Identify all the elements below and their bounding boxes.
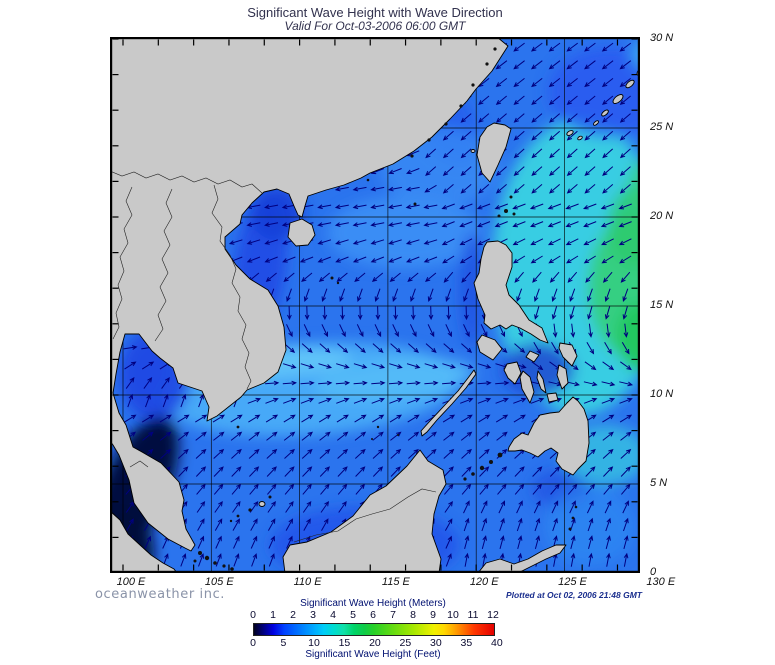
meters-tick: 12 xyxy=(487,609,499,621)
lon-label: 100 E xyxy=(116,576,146,588)
page-title: Significant Wave Height with Wave Direct… xyxy=(247,5,503,20)
lon-label: 125 E xyxy=(558,576,587,588)
lat-label: 10 N xyxy=(650,388,674,400)
small-islets xyxy=(193,47,578,571)
meters-tick: 4 xyxy=(330,609,336,621)
island-panay xyxy=(503,361,522,385)
lat-label: 20 N xyxy=(650,210,674,222)
lon-label: 110 E xyxy=(293,576,322,588)
island-mindanao xyxy=(507,396,590,476)
feet-tick: 40 xyxy=(490,637,503,649)
island-bohol xyxy=(546,392,559,403)
wave-height-map xyxy=(109,36,641,574)
country-borders xyxy=(110,170,437,543)
lat-label: 25 N xyxy=(650,121,674,133)
land-china-indochina xyxy=(110,37,509,552)
island-hainan xyxy=(287,218,316,247)
feet-tick: 15 xyxy=(338,637,351,649)
lon-label: 130 E xyxy=(646,576,676,588)
meters-tick: 7 xyxy=(390,609,396,621)
land-borneo xyxy=(282,449,447,573)
axis-tick-marks xyxy=(112,38,638,571)
oceanweather-logo-text: oceanweather inc. xyxy=(95,587,226,602)
meters-tick: 10 xyxy=(447,609,459,621)
lon-label: 105 E xyxy=(204,576,234,588)
meters-tick: 8 xyxy=(410,609,416,621)
island-palawan xyxy=(420,369,477,437)
map-canvas xyxy=(109,36,641,574)
lon-label: 120 E xyxy=(469,576,499,588)
island-cebu xyxy=(536,370,547,394)
lat-label: 0 xyxy=(650,566,657,578)
island-mindoro xyxy=(476,334,503,361)
island-samar xyxy=(558,342,578,367)
map-frame xyxy=(109,36,641,574)
feet-tick: 10 xyxy=(308,637,320,649)
meters-tick: 1 xyxy=(270,609,276,621)
plotted-timestamp: Plotted at Oct 02, 2006 21:48 GMT xyxy=(505,590,642,600)
colorbar-gradient xyxy=(253,623,495,636)
colorbar-title-feet: Significant Wave Height (Feet) xyxy=(305,649,441,660)
land-sulawesi xyxy=(477,544,567,573)
colorbar-title-meters: Significant Wave Height (Meters) xyxy=(300,598,446,609)
meters-tick: 11 xyxy=(467,609,479,621)
valid-time-subtitle: Valid For Oct-03-2006 06:00 GMT xyxy=(284,19,466,33)
island-taiwan xyxy=(476,122,512,183)
meters-tick: 6 xyxy=(370,609,376,621)
meters-tick: 9 xyxy=(430,609,436,621)
island-masbate xyxy=(525,350,540,363)
island-negros xyxy=(519,370,535,404)
feet-tick: 5 xyxy=(280,637,287,649)
feet-tick: 25 xyxy=(399,637,412,649)
lon-label: 115 E xyxy=(381,576,410,588)
meters-tick: 0 xyxy=(250,609,256,621)
feet-tick: 30 xyxy=(430,637,442,649)
meters-tick: 5 xyxy=(350,609,356,621)
meters-tick: 3 xyxy=(310,609,316,621)
lat-label: 5 N xyxy=(650,477,668,489)
island-luzon xyxy=(473,240,549,344)
island-leyte xyxy=(556,364,569,390)
lat-label: 30 N xyxy=(650,32,674,44)
meters-tick: 2 xyxy=(290,609,296,621)
feet-tick: 0 xyxy=(250,637,256,649)
feet-tick: 35 xyxy=(460,637,473,649)
lat-label: 15 N xyxy=(650,299,674,311)
feet-tick: 20 xyxy=(369,637,381,649)
land-sumatra xyxy=(110,510,178,573)
